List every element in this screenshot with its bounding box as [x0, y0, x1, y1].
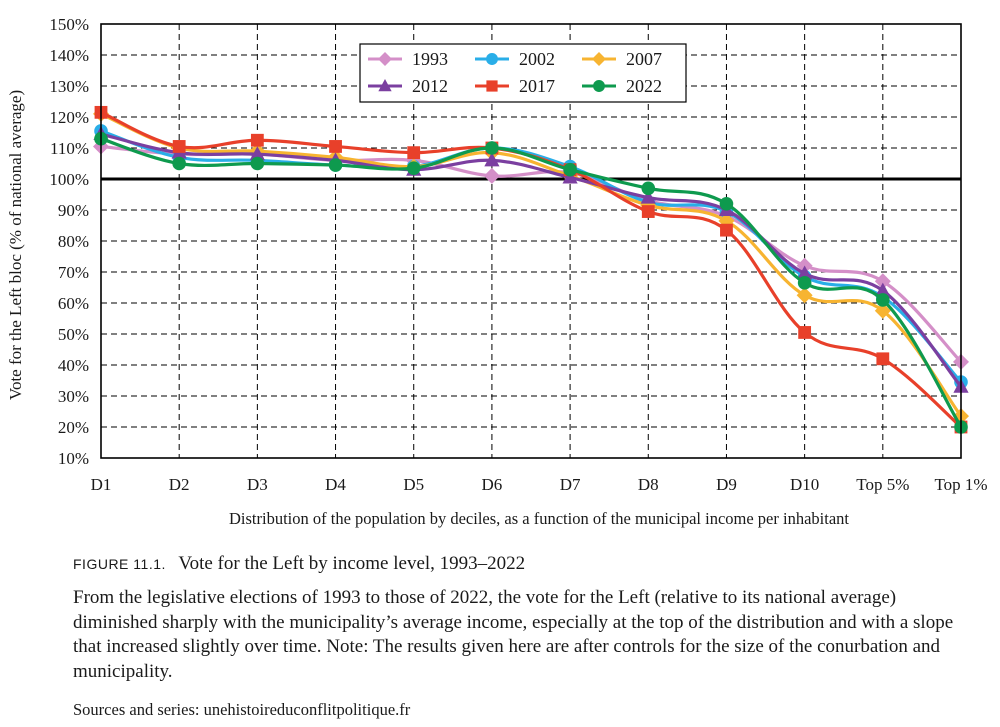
x-tick-label: D3 — [247, 475, 268, 494]
legend-item-2002: 2002 — [475, 49, 555, 69]
grid — [101, 24, 961, 458]
legend-item-2012: 2012 — [368, 76, 448, 96]
legend-item-2007: 2007 — [582, 49, 662, 69]
series-lines — [93, 105, 969, 434]
y-tick-label: 60% — [58, 294, 89, 313]
data-point-2022 — [641, 181, 656, 196]
data-point-2012 — [249, 146, 265, 161]
data-point-2007 — [874, 302, 891, 319]
legend-item-1993: 1993 — [368, 49, 448, 69]
y-tick-label: 110% — [50, 139, 89, 158]
x-tick-label: D8 — [638, 475, 659, 494]
legend-label: 2007 — [626, 49, 662, 69]
data-point-2017 — [407, 146, 421, 160]
data-point-2012 — [484, 152, 500, 167]
y-tick-label: 130% — [49, 77, 89, 96]
y-axis: 10% 20% 30% 40% 50% 60% 70% 80% 90% 100% 110% 120% 1… — [49, 15, 89, 468]
figure-caption-title: FIGURE 11.1. Vote for the Left by income… — [73, 553, 973, 575]
data-point-2017 — [641, 205, 655, 218]
data-point-2022 — [719, 197, 734, 211]
series-1993 — [93, 138, 969, 370]
data-point-2022 — [563, 162, 577, 177]
legend-item-2017: 2017 — [475, 76, 555, 96]
x-tick-label: D10 — [790, 475, 819, 494]
x-axis: D1 D2 D3 D4 D5 D6 D7 D8 D9 D10 Top 5% Top 1% — [91, 475, 988, 494]
x-tick-label: D9 — [716, 475, 737, 494]
data-point-2022 — [406, 161, 421, 175]
income-vote-chart: 10% 20% 30% 40% 50% 60% 70% 80% 90% 100% 110% 120% 1… — [6, 15, 988, 528]
y-tick-label: 150% — [49, 15, 89, 34]
data-point-2017 — [720, 223, 733, 237]
y-tick-label: 30% — [58, 387, 89, 406]
y-tick-label: 70% — [58, 263, 89, 282]
y-tick-label: 40% — [58, 356, 89, 375]
y-tick-label: 100% — [49, 170, 89, 189]
series-line-2022 — [100, 137, 963, 428]
y-tick-label: 10% — [58, 449, 89, 468]
data-point-2012 — [797, 265, 813, 280]
data-point-2022 — [328, 158, 343, 172]
y-tick-label: 50% — [58, 325, 89, 344]
data-point-2022 — [797, 276, 812, 290]
figure-label: FIGURE 11.1. — [73, 556, 166, 572]
x-tick-label: D5 — [403, 475, 424, 494]
x-axis-label: Distribution of the population by decile… — [229, 509, 849, 528]
y-axis-label: Vote for the Left bloc (% of national av… — [6, 90, 25, 400]
legend-box — [359, 43, 687, 103]
y-tick-label: 120% — [49, 108, 89, 127]
data-point-2022 — [250, 156, 265, 171]
plot-frame — [100, 23, 962, 459]
figure-description: From the legislative elections of 1993 t… — [73, 587, 954, 682]
data-point-2017 — [876, 352, 890, 366]
y-tick-label: 140% — [49, 46, 89, 65]
data-point-1993 — [483, 167, 500, 184]
sources-line: Sources and series: unehistoireduconflit… — [73, 700, 411, 719]
legend-label: 2017 — [519, 76, 555, 96]
data-point-2007 — [796, 287, 813, 304]
data-point-2012 — [875, 282, 891, 297]
legend-label: 2022 — [626, 76, 662, 96]
figure-title: Vote for the Left by income level, 1993–… — [178, 553, 526, 574]
legend-label: 1993 — [412, 49, 448, 69]
data-point-2017 — [250, 133, 264, 147]
x-tick-label: D1 — [91, 475, 112, 494]
data-point-2017 — [798, 326, 812, 339]
x-tick-label: D4 — [325, 475, 346, 494]
x-tick-label: D6 — [482, 475, 503, 494]
y-tick-label: 80% — [58, 232, 89, 251]
x-tick-label: Top 1% — [934, 475, 987, 494]
legend-label: 2012 — [412, 76, 448, 96]
data-point-2017 — [172, 140, 186, 153]
data-point-2017 — [329, 140, 342, 153]
x-tick-label: D2 — [169, 475, 190, 494]
y-tick-label: 90% — [58, 201, 89, 220]
legend-label: 2002 — [519, 49, 555, 69]
data-point-2012 — [640, 189, 656, 204]
series-2022 — [94, 131, 968, 434]
legend: 1993 2002 2007 2012 2017 2022 — [359, 43, 687, 103]
x-tick-label: D7 — [560, 475, 581, 494]
data-point-2022 — [876, 293, 890, 307]
data-point-2022 — [485, 141, 499, 155]
data-point-1993 — [874, 273, 891, 290]
y-tick-label: 20% — [58, 418, 89, 437]
x-tick-label: Top 5% — [856, 475, 909, 494]
data-point-2022 — [172, 156, 186, 171]
legend-item-2022: 2022 — [582, 76, 662, 96]
